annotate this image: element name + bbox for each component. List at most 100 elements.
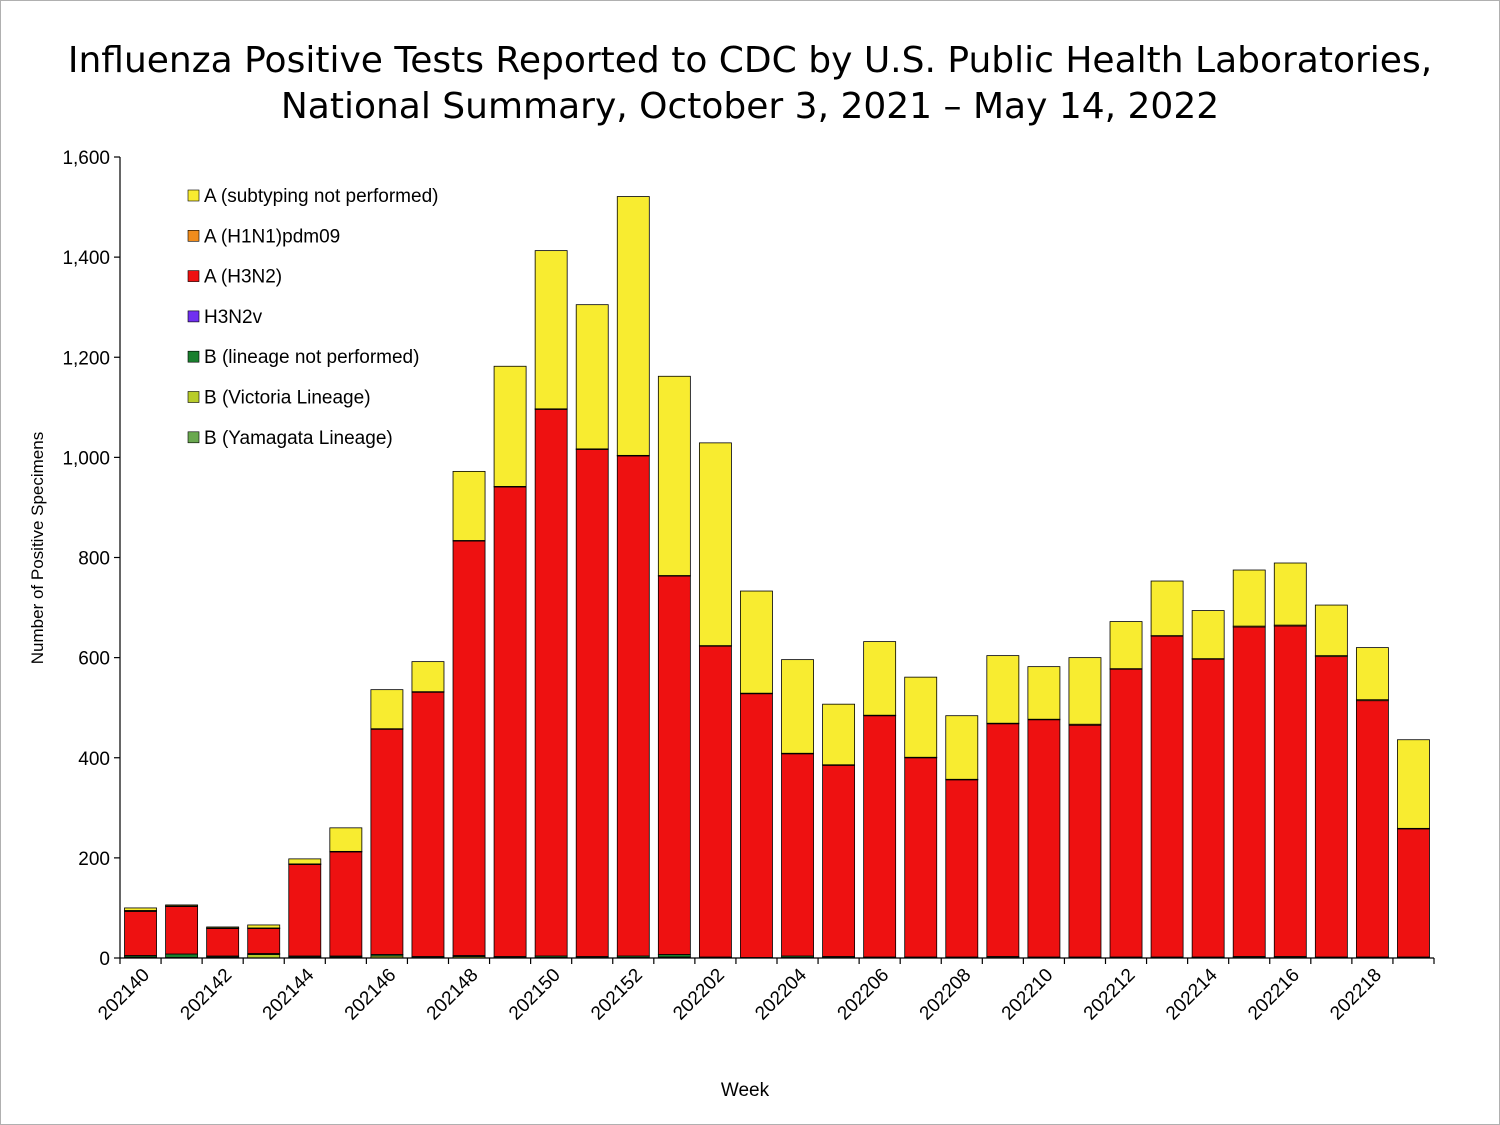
bar-segment-202201-s6 xyxy=(657,375,691,576)
y-tick-label: 200 xyxy=(78,849,110,870)
legend-swatch xyxy=(187,431,200,444)
bar-segment-202152-s6 xyxy=(616,196,650,456)
bar-segment-202143-s4 xyxy=(247,928,281,954)
bar-segment-202203-s4 xyxy=(740,693,773,958)
legend-swatch xyxy=(187,350,200,363)
bar-segment-202202-s4 xyxy=(698,645,732,958)
bars-group xyxy=(124,196,1430,959)
bar-segment-202142-s6 xyxy=(206,926,240,929)
bar-segment-202141-s6 xyxy=(165,904,199,907)
bar-segment-202209-s6 xyxy=(986,655,1020,724)
bar-segment-202148-s6 xyxy=(452,470,486,541)
bar-segment-202150-s6 xyxy=(534,250,568,410)
x-tick-label: 202206 xyxy=(834,965,894,1025)
bar-segment-202217-s6 xyxy=(1314,604,1348,657)
bar-segment-202208-s6 xyxy=(945,715,979,780)
bar-segment-202145-s6 xyxy=(329,827,363,852)
bar-segment-202149-s6 xyxy=(493,365,527,487)
bar-segment-202210-s4 xyxy=(1027,719,1061,958)
x-axis-label: Week xyxy=(721,1080,770,1101)
y-tick-label: 1,000 xyxy=(62,448,110,469)
x-tick-label: 202210 xyxy=(998,965,1058,1025)
bar-segment-202147-s4 xyxy=(411,691,445,957)
x-tick-label: 202204 xyxy=(751,964,811,1024)
bar-segment-202147-s6 xyxy=(411,661,445,693)
y-tick-label: 1,200 xyxy=(62,348,110,369)
bar-segment-202211-s4 xyxy=(1068,724,1102,958)
bar-segment-202145-s4 xyxy=(329,851,363,957)
y-tick-label: 400 xyxy=(78,749,110,770)
x-tick-label: 202152 xyxy=(587,965,647,1025)
bar-segment-202144-s6 xyxy=(288,858,322,865)
bar-segment-202148-s4 xyxy=(452,540,486,956)
bar-segment-202206-s6 xyxy=(863,641,897,716)
y-tick-label: 1,600 xyxy=(62,148,110,169)
bar-segment-202202-s6 xyxy=(698,442,732,647)
legend-label: B (Yamagata Lineage) xyxy=(204,428,393,449)
bar-segment-202215-s4 xyxy=(1232,626,1266,957)
bar-segment-202214-s6 xyxy=(1191,610,1225,660)
x-tick-label: 202148 xyxy=(423,965,483,1025)
legend-swatch xyxy=(187,391,200,403)
x-tick-label: 202144 xyxy=(259,964,319,1024)
legend-swatch xyxy=(187,310,200,323)
chart-title: Influenza Positive Tests Reported to CDC… xyxy=(0,38,1500,130)
legend-swatch xyxy=(187,270,200,282)
bar-segment-202146-s4 xyxy=(370,728,404,955)
legend: A (subtyping not performed) A (H1N1)pdm09… xyxy=(187,186,438,449)
bar-segment-202212-s4 xyxy=(1109,668,1143,958)
bar-segment-202152-s4 xyxy=(616,455,650,957)
legend-swatch xyxy=(187,189,200,202)
y-tick-label: 800 xyxy=(78,549,110,570)
legend-label: B (lineage not performed) xyxy=(204,347,419,368)
bar-segment-202205-s4 xyxy=(822,764,856,957)
y-tick-label: 0 xyxy=(99,949,110,970)
legend-swatch xyxy=(187,230,200,242)
bar-segment-202149-s4 xyxy=(493,486,527,957)
bar-segment-202144-s4 xyxy=(288,863,322,957)
legend-label: B (Victoria Lineage) xyxy=(204,388,371,409)
x-tick-label: 202216 xyxy=(1244,965,1304,1025)
bar-segment-202213-s4 xyxy=(1150,635,1184,958)
bar-segment-202207-s6 xyxy=(904,676,938,758)
x-tick-label: 202150 xyxy=(505,965,565,1025)
bar-segment-202214-s4 xyxy=(1191,658,1225,958)
bar-segment-202213-s6 xyxy=(1150,580,1184,637)
x-tick-label: 202214 xyxy=(1162,964,1222,1024)
chart-title-line-1: Influenza Positive Tests Reported to CDC… xyxy=(67,40,1433,81)
bar-segment-202208-s4 xyxy=(945,779,979,958)
bar-segment-202216-s4 xyxy=(1273,625,1307,957)
x-tick-label: 202202 xyxy=(669,965,729,1025)
bar-segment-202206-s4 xyxy=(863,715,897,958)
bar-segment-202151-s6 xyxy=(575,304,609,450)
x-tick-label: 202142 xyxy=(177,965,237,1025)
legend-label: A (H1N1)pdm09 xyxy=(204,226,340,247)
bar-segment-202219-s6 xyxy=(1397,739,1430,829)
bar-segment-202140-s6 xyxy=(124,907,157,911)
y-axis-label: Number of Positive Specimens xyxy=(28,432,47,664)
y-tick-label: 1,400 xyxy=(62,248,110,269)
x-tick-label: 202140 xyxy=(94,965,154,1025)
bar-segment-202203-s6 xyxy=(740,590,773,694)
bar-segment-202142-s4 xyxy=(206,928,240,957)
bar-segment-202217-s4 xyxy=(1314,656,1348,958)
bar-segment-202209-s4 xyxy=(986,723,1020,957)
y-tick-label: 600 xyxy=(78,649,110,670)
bar-segment-202143-s6 xyxy=(247,924,281,929)
bar-segment-202210-s6 xyxy=(1027,666,1061,720)
bar-segment-202150-s4 xyxy=(534,408,568,957)
bar-segment-202218-s6 xyxy=(1355,647,1389,701)
bar-segment-202140-s4 xyxy=(124,911,157,956)
bar-segment-202141-s4 xyxy=(165,906,199,955)
bar-segment-202204-s4 xyxy=(781,753,814,957)
bar-segment-202151-s4 xyxy=(575,448,609,957)
bar-segment-202207-s4 xyxy=(904,757,938,958)
legend-label: H3N2v xyxy=(204,307,263,328)
chart-title-line-2: National Summary, October 3, 2021 – May … xyxy=(280,86,1220,127)
bar-segment-202219-s4 xyxy=(1397,828,1430,958)
bar-segment-202211-s6 xyxy=(1068,657,1102,725)
x-tick-label: 202218 xyxy=(1326,965,1386,1025)
bar-segment-202141-s2 xyxy=(165,953,199,958)
bar-segment-202201-s4 xyxy=(657,575,691,955)
